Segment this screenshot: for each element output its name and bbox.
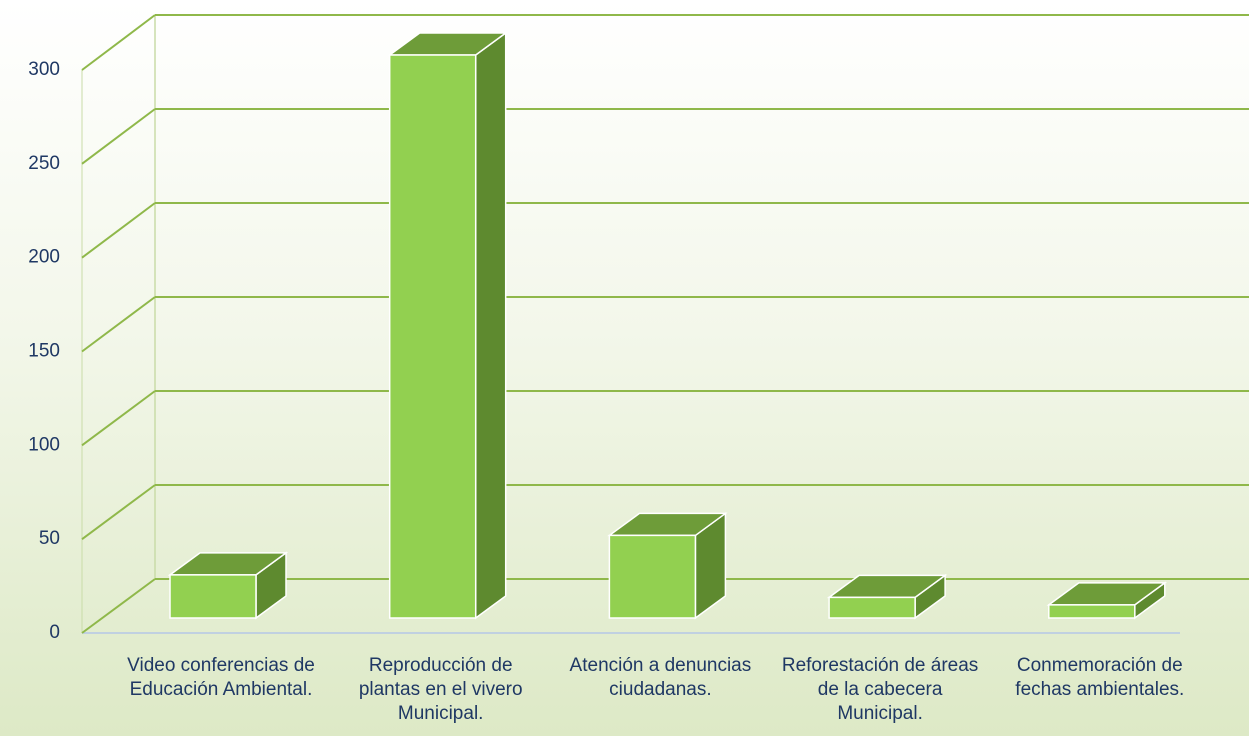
y-tick-label: 150 xyxy=(28,341,60,362)
bar xyxy=(167,551,289,620)
grid-line xyxy=(81,296,156,353)
x-tick-label: Conmemoración de fechas ambientales. xyxy=(1015,655,1185,700)
y-tick-label: 50 xyxy=(39,528,60,549)
y-tick-label: 300 xyxy=(28,59,60,80)
grid-line xyxy=(81,202,156,259)
grid-line xyxy=(81,14,156,71)
x-tick-label: Reproducción de plantas en el vivero Mun… xyxy=(358,655,523,724)
x-tick-label: Reforestación de áreas de la cabecera Mu… xyxy=(781,655,979,724)
x-tick-label: Video conferencias de Educación Ambienta… xyxy=(127,655,315,700)
bar-front xyxy=(388,54,477,619)
y-tick-label: 250 xyxy=(28,153,60,174)
grid-line xyxy=(81,390,156,447)
bar-front xyxy=(608,534,697,619)
bar xyxy=(607,511,728,620)
bar-side xyxy=(474,31,507,620)
grid-line xyxy=(81,484,156,540)
bar xyxy=(387,31,508,620)
bar-front xyxy=(828,596,916,619)
bar-front xyxy=(169,574,257,619)
grid-line xyxy=(81,578,156,634)
bar xyxy=(1046,581,1168,620)
y-tick-label: 0 xyxy=(49,622,60,643)
bar xyxy=(826,573,948,620)
y-tick-label: 200 xyxy=(28,247,60,268)
x-tick-label: Atención a denuncias ciudadanas. xyxy=(569,655,752,700)
grid-line xyxy=(81,108,156,165)
y-tick-label: 100 xyxy=(28,434,60,455)
bar-front xyxy=(1048,604,1136,619)
